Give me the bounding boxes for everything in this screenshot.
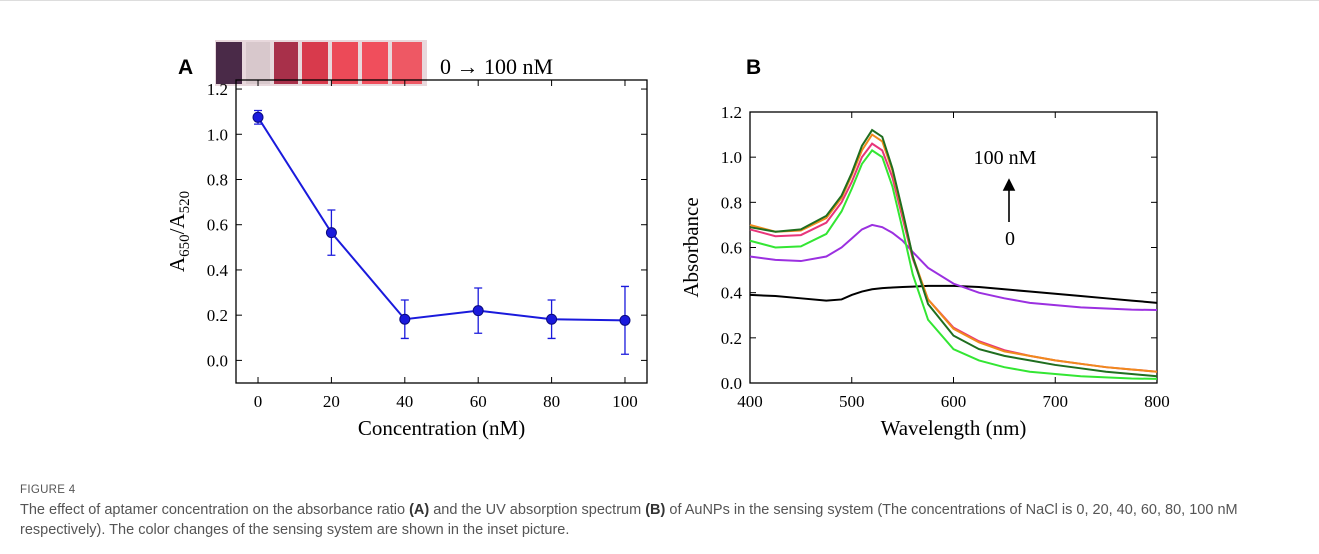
caption-text: The effect of aptamer concentration on t…: [20, 500, 1280, 540]
spectrum-line: [749, 142, 1158, 373]
x-axis-label: Concentration (nM): [358, 416, 525, 440]
x-tick-label: 40: [396, 392, 413, 411]
y-label-part: A: [165, 256, 189, 272]
y-tick-label: 0.2: [207, 306, 228, 325]
plot-frame: [235, 79, 648, 384]
arrow: [1002, 178, 1016, 222]
x-tick-label: 800: [1144, 392, 1170, 411]
x-axis-label: Wavelength (nm): [881, 416, 1027, 440]
figure-label: FIGURE 4: [20, 484, 76, 496]
inset-label: 0 → 100 nM: [440, 54, 553, 79]
inset-vials: [215, 40, 427, 86]
spectrum-line: [749, 149, 1158, 380]
chart: 0.0 0.2 0.4 0.6 0.8 1.0 1.2 0 20 40 60 80 100 Concent…: [0, 0, 1319, 440]
data-line: [257, 116, 625, 322]
data-point: [472, 305, 484, 317]
spectrum-line: [749, 284, 1158, 304]
y-label-part: Absorbance: [679, 197, 703, 297]
plot-frame: [749, 111, 1158, 384]
data-point: [546, 313, 558, 325]
y-tick-label: 0.6: [207, 216, 228, 235]
caption-part: The effect of aptamer concentration on t…: [20, 502, 410, 518]
panel-label: B: [746, 56, 761, 79]
y-label-part: 520: [177, 191, 193, 214]
x-tick-label: 500: [839, 392, 865, 411]
data-point: [325, 227, 337, 239]
y-label-part: /A: [165, 213, 189, 235]
y-axis-label: Absorbance: [679, 197, 703, 297]
x-tick-label: 60: [470, 392, 487, 411]
caption: FIGURE 4 The effect of aptamer concentra…: [20, 480, 1280, 540]
caption-part: (B): [645, 502, 666, 518]
data-point: [252, 111, 264, 123]
y-axis-label: A650/A520: [165, 191, 193, 272]
y-tick-label: 0.8: [721, 193, 742, 212]
annotation: 0: [1005, 228, 1015, 250]
data-point: [399, 313, 411, 325]
y-tick-label: 0.2: [721, 329, 742, 348]
y-tick-label: 1.0: [207, 125, 228, 144]
y-tick-label: 0.4: [207, 261, 229, 280]
spectrum-line: [749, 128, 1158, 378]
x-tick-label: 600: [941, 392, 967, 411]
caption-part: and the UV absorption spectrum: [429, 502, 646, 518]
x-tick-label: 700: [1043, 392, 1069, 411]
y-tick-label: 0.0: [207, 351, 228, 370]
spectrum-line: [749, 223, 1158, 312]
y-tick-label: 1.0: [721, 148, 742, 167]
x-tick-label: 100: [612, 392, 638, 411]
data-point: [619, 314, 631, 326]
annotation: 100 nM: [974, 147, 1037, 169]
caption-part: (A): [409, 502, 430, 518]
x-tick-label: 80: [543, 392, 560, 411]
y-tick-label: 0.8: [207, 170, 228, 189]
x-tick-label: 0: [254, 392, 263, 411]
y-tick-label: 0.0: [721, 374, 742, 393]
y-tick-label: 1.2: [721, 103, 742, 122]
caption-part: of AuNPs in the sensing system (The conc…: [20, 502, 1238, 538]
panel-label: A: [178, 56, 193, 79]
y-tick-label: 0.6: [721, 239, 742, 258]
y-tick-label: 0.4: [721, 284, 743, 303]
x-tick-label: 400: [737, 392, 763, 411]
y-label-part: 650: [177, 234, 193, 257]
x-tick-label: 20: [323, 392, 340, 411]
y-tick-label: 1.2: [207, 80, 228, 99]
